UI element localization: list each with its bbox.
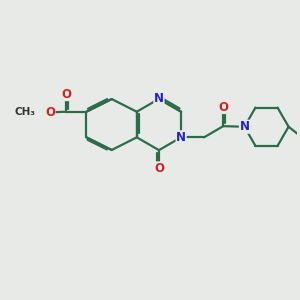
Text: O: O xyxy=(61,88,71,100)
Text: N: N xyxy=(239,120,249,133)
Text: N: N xyxy=(154,92,164,105)
Text: O: O xyxy=(218,100,228,113)
Text: O: O xyxy=(154,162,164,175)
Text: N: N xyxy=(176,131,186,144)
Text: CH₃: CH₃ xyxy=(14,107,35,117)
Text: O: O xyxy=(45,106,55,119)
